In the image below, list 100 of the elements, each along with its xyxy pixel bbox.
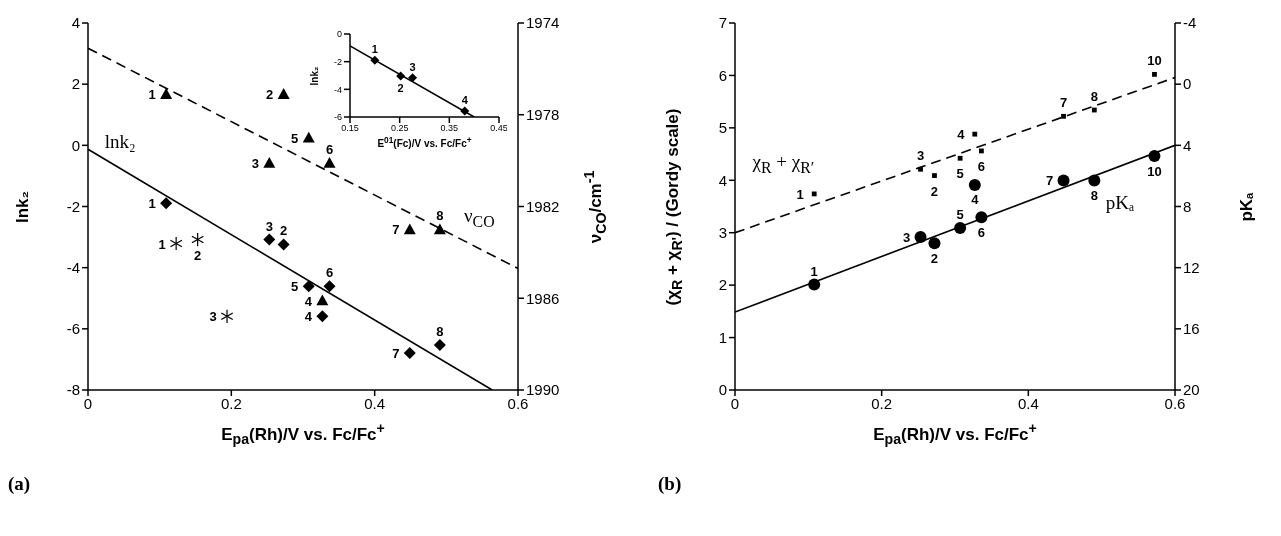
point	[1148, 150, 1161, 163]
point	[975, 211, 988, 224]
annotation: 1	[810, 263, 818, 279]
point	[918, 166, 923, 172]
point	[160, 197, 173, 210]
y-tick-label: 4	[718, 171, 727, 189]
point	[277, 88, 290, 99]
y-tick-label: 0	[71, 136, 80, 154]
annotation: 10	[1147, 52, 1162, 68]
annotation: 2	[930, 183, 939, 199]
point	[403, 346, 416, 359]
annotation: 4	[304, 308, 312, 324]
y2-tick-label: 4	[1183, 136, 1192, 154]
point	[914, 231, 927, 244]
point	[433, 339, 446, 352]
y-tick-label: -8	[66, 381, 80, 399]
y-tick-label: 1	[718, 328, 727, 346]
x-tick-label: 0	[730, 394, 740, 412]
x-tick-label: 0.2	[871, 394, 893, 412]
y2-tick-label: 16	[1183, 320, 1200, 338]
point	[460, 106, 470, 116]
point	[957, 155, 963, 161]
point	[316, 294, 329, 306]
point	[323, 156, 336, 168]
x-axis-title: E$^{01}$(Fc)/V vs. Fc/Fc$^{+}$	[377, 135, 472, 150]
annotation: 7	[392, 345, 400, 361]
x-tick-label: 0.35	[440, 123, 459, 134]
annotation: 2	[194, 247, 202, 263]
annotation: 1	[148, 195, 156, 211]
annotation: 4	[971, 191, 979, 207]
point	[316, 310, 329, 323]
annotation: 8	[1090, 187, 1098, 203]
y-axis-title: lnk₂	[13, 190, 33, 223]
y2-tick-label: 1990	[526, 381, 560, 399]
x-tick-label: 0.15	[341, 123, 359, 134]
y-tick-label: 7	[718, 14, 727, 32]
annotation: 2	[266, 86, 274, 102]
text: (b)	[658, 473, 682, 495]
y-tick-label: -6	[66, 320, 80, 338]
point	[396, 71, 406, 81]
annotation: 7	[1059, 94, 1068, 110]
point	[403, 223, 416, 235]
y2-tick-label: 8	[1183, 197, 1192, 215]
y-tick-label: 2	[718, 276, 727, 294]
annotation: 2	[930, 250, 939, 266]
annotation: 4	[957, 126, 965, 142]
annotation: pKₐ	[1105, 191, 1135, 214]
y-tick-label: 4	[71, 14, 80, 32]
y2-tick-label: -4	[1183, 14, 1197, 32]
y2-axis-title: pKₐ	[1237, 191, 1257, 222]
y-tick-label: 0	[718, 381, 727, 399]
y2-tick-label: 12	[1183, 258, 1200, 276]
annotation: 5	[956, 165, 964, 181]
y-tick-label: 0	[336, 29, 342, 40]
point	[370, 55, 380, 65]
annotation: 3	[209, 308, 217, 324]
annotation: ν$_{CO}$	[464, 204, 495, 231]
point	[972, 131, 978, 137]
annotation: χ$_{R}$ + χ$_{R′}$	[752, 151, 815, 178]
annotation: 8	[436, 207, 444, 223]
annotation: 4	[304, 293, 312, 309]
point	[1057, 174, 1070, 187]
y-tick-label: 3	[718, 224, 727, 242]
annotation: 8	[436, 323, 444, 339]
y2-tick-label: 1986	[526, 289, 560, 307]
annotation: 3	[251, 155, 259, 171]
annotation: 3	[916, 147, 925, 163]
y2-tick-label: 1974	[526, 14, 560, 32]
annotation: 1	[158, 236, 166, 251]
annotation: 5	[291, 278, 299, 294]
point	[808, 278, 821, 291]
point	[433, 223, 446, 235]
point	[302, 280, 315, 293]
annotation: 4	[461, 93, 468, 106]
annotation: 3	[265, 218, 273, 234]
point	[1152, 71, 1157, 77]
annotation: 1	[796, 186, 804, 202]
annotation: 10	[1147, 163, 1162, 179]
x-tick-label: 0.4	[1017, 394, 1039, 412]
x-tick-label: 0.6	[1164, 394, 1186, 412]
y-axis-title: lnk₂	[308, 66, 320, 85]
x-axis-title: E$_{pa}$(Rh)/V vs. Fc/Fc$^{+}$	[873, 420, 1037, 448]
annotation: 5	[956, 206, 964, 222]
annotation: 8	[1090, 88, 1098, 104]
point	[932, 173, 937, 178]
annotation: 1	[148, 86, 156, 102]
x-tick-label: 0.25	[390, 123, 409, 134]
x-tick-label: 0	[83, 394, 93, 412]
y2-tick-label: 1982	[526, 197, 560, 215]
point	[263, 156, 276, 168]
text: (a)	[8, 473, 31, 495]
point	[1061, 113, 1066, 119]
y-tick-label: 6	[718, 66, 727, 84]
point	[928, 237, 941, 250]
point	[408, 73, 418, 83]
x-tick-label: 0.6	[507, 394, 529, 412]
y2-tick-label: 0	[1183, 75, 1192, 93]
point	[263, 233, 276, 246]
y-tick-label: 2	[71, 75, 80, 93]
annotation: 1	[371, 42, 378, 55]
